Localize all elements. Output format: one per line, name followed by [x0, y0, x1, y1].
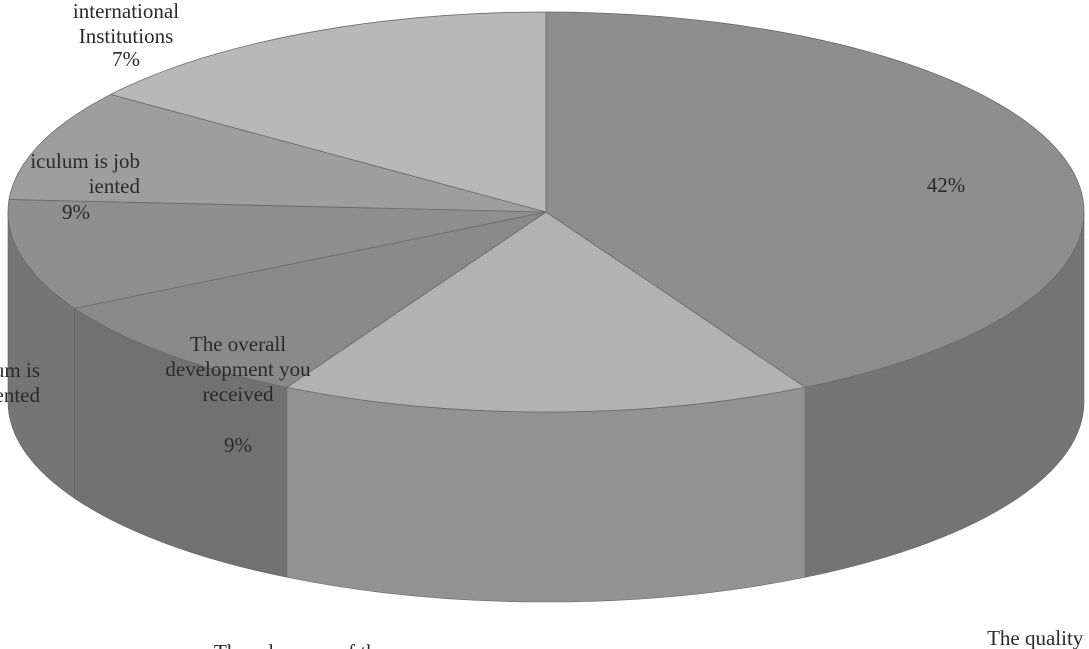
slice-value-label-4: 9% [62, 200, 90, 224]
pie-side-1 [286, 386, 806, 603]
slice-value-label-2: 9% [224, 433, 252, 457]
pie-slice-2 [73, 211, 547, 388]
pie-slice-0 [545, 11, 1085, 388]
slice-label-0: The quality of the [987, 626, 1089, 649]
pie-slice-5 [109, 11, 547, 213]
pie-slice-4 [8, 94, 547, 213]
slice-value-label-0: 42% [927, 173, 966, 197]
pie-slice-1 [285, 211, 807, 413]
slice-value-label-5: 7% [112, 47, 140, 71]
pie-slice-3 [7, 199, 547, 309]
slice-label-5: international Institutions [73, 0, 179, 48]
slice-label-2: The overall development you received [165, 332, 311, 406]
slice-label-4: iculum is job iented [30, 149, 140, 198]
slice-label-3: iculum isented [0, 358, 40, 407]
pie-depth-layer [7, 211, 1085, 603]
slice-label-1: The relevance of the [214, 640, 386, 649]
pie-top-layer [7, 11, 1085, 413]
